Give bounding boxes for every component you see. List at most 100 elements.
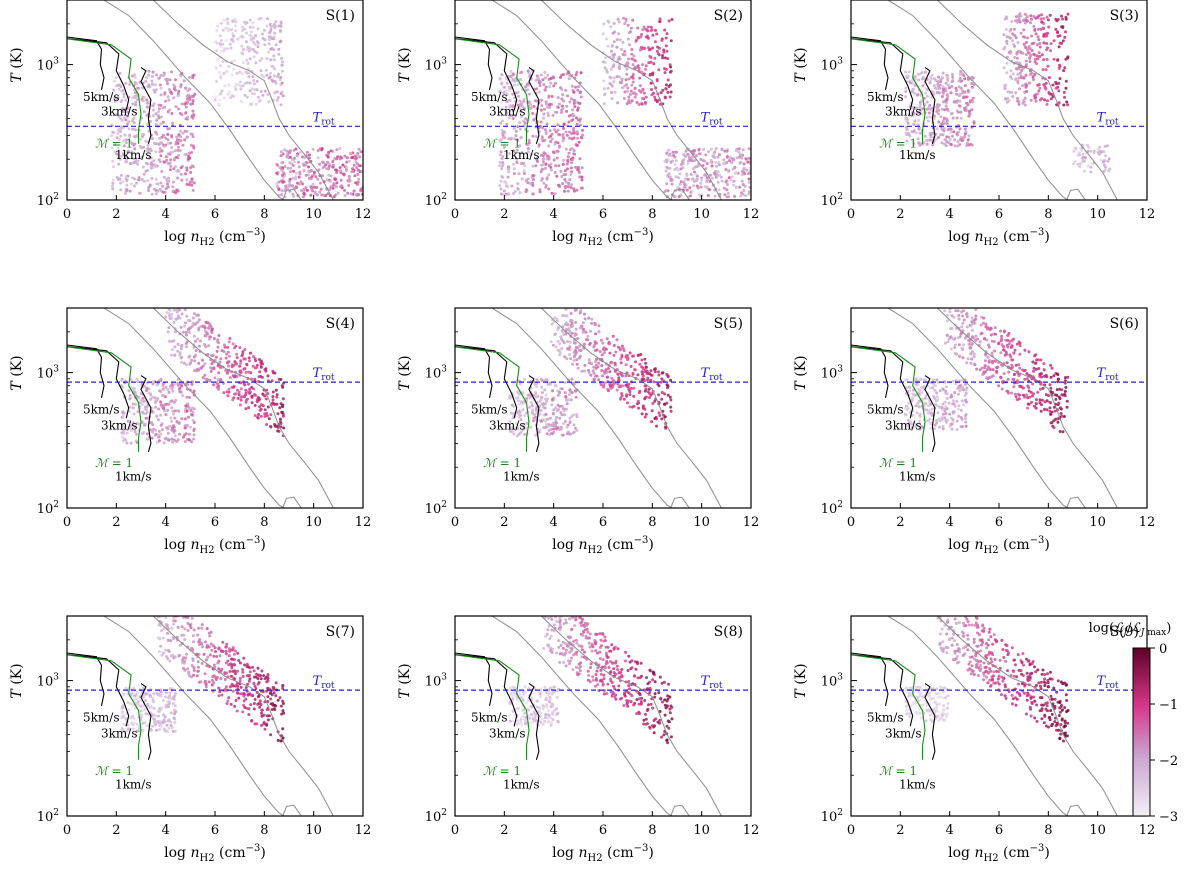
scatter-points <box>903 308 1070 434</box>
label-mach: ℳ = 1 <box>879 764 917 778</box>
velocity-curve-3 <box>455 37 518 111</box>
x-tick-label: 2 <box>896 823 904 838</box>
x-tick-label: 6 <box>995 207 1003 222</box>
trot-label: Trot <box>313 674 335 691</box>
boundary-curve-2 <box>936 0 1118 200</box>
velocity-curve-3 <box>851 653 914 727</box>
label-5kms: 5km/s <box>867 90 904 104</box>
velocity-curve-3 <box>455 345 518 419</box>
trot-label: Trot <box>1097 366 1119 383</box>
label-mach: ℳ = 1 <box>95 456 133 470</box>
x-tick-label: 12 <box>743 515 760 530</box>
x-tick-label: 10 <box>693 823 710 838</box>
x-tick-label: 10 <box>693 515 710 530</box>
velocity-curve-3 <box>455 653 518 727</box>
x-tick-label: 4 <box>162 515 170 530</box>
panel-title: S(9) <box>1110 624 1139 640</box>
plot-area <box>67 616 363 816</box>
label-3kms: 3km/s <box>885 105 922 119</box>
x-tick-label: 10 <box>693 207 710 222</box>
plot-area <box>455 616 751 816</box>
boundary-curve-2 <box>152 308 334 508</box>
scatter-points <box>508 616 674 745</box>
velocity-curve-5 <box>67 652 105 707</box>
boundary-curve-2 <box>936 308 1118 508</box>
trot-label: Trot <box>1097 674 1119 691</box>
label-3kms: 3km/s <box>101 726 138 740</box>
panel-title: S(6) <box>1110 316 1139 332</box>
x-tick-label: 0 <box>847 823 855 838</box>
x-tick-label: 0 <box>63 207 71 222</box>
x-tick-label: 12 <box>1139 515 1156 530</box>
label-1kms: 1km/s <box>115 469 152 483</box>
x-tick-label: 4 <box>946 823 954 838</box>
label-3kms: 3km/s <box>101 105 138 119</box>
x-tick-label: 4 <box>550 823 558 838</box>
velocity-curve-5 <box>455 652 493 707</box>
x-tick-label: 6 <box>995 515 1003 530</box>
x-tick-label: 0 <box>451 515 459 530</box>
plot-area <box>851 308 1147 508</box>
panel-7: 0 2 4 6 8 10 12 102 103 log nH2 (cm−3) T (K) S(7) Tr… <box>9 615 372 864</box>
velocity-curve-5 <box>67 36 105 91</box>
x-axis-label: log nH2 (cm−3) <box>552 535 654 556</box>
label-5kms: 5km/s <box>867 710 904 724</box>
y-axis-label: T (K) <box>397 663 413 698</box>
label-5kms: 5km/s <box>471 710 508 724</box>
x-tick-label: 8 <box>1044 515 1052 530</box>
label-5kms: 5km/s <box>83 90 120 104</box>
x-tick-label: 12 <box>1139 823 1156 838</box>
y-tick-label: 103 <box>37 673 60 690</box>
panel-title: S(5) <box>714 316 743 332</box>
plot-area <box>67 308 363 508</box>
label-mach: ℳ = 1 <box>879 456 917 470</box>
x-tick-label: 12 <box>743 207 760 222</box>
y-tick-label: 103 <box>821 673 844 690</box>
x-tick-label: 8 <box>1044 823 1052 838</box>
x-tick-label: 2 <box>500 823 508 838</box>
x-tick-label: 12 <box>355 823 372 838</box>
x-tick-label: 8 <box>260 823 268 838</box>
colorbar-tick-label: −2 <box>1159 754 1178 769</box>
boundary-curve-2 <box>540 308 722 508</box>
scatter-points <box>498 16 751 199</box>
y-tick-label: 102 <box>821 808 843 825</box>
velocity-curve-1 <box>924 683 936 760</box>
x-tick-label: 10 <box>1089 823 1106 838</box>
scatter-points <box>904 616 1070 743</box>
boundary-curve-2 <box>540 616 722 816</box>
y-tick-label: 102 <box>425 192 447 209</box>
boundary-curve-2 <box>152 0 334 200</box>
x-tick-label: 6 <box>599 207 607 222</box>
label-1kms: 1km/s <box>899 148 936 162</box>
panel-2: 0 2 4 6 8 10 12 102 103 log nH2 (cm−3) T (K) S(2) Tr… <box>397 0 759 248</box>
y-tick-label: 103 <box>37 365 60 382</box>
plot-area <box>851 616 1147 816</box>
mach-curve <box>455 38 530 144</box>
x-tick-label: 4 <box>162 207 170 222</box>
trot-label: Trot <box>313 366 335 383</box>
y-tick-label: 103 <box>425 673 448 690</box>
label-5kms: 5km/s <box>83 402 120 416</box>
label-5kms: 5km/s <box>83 710 120 724</box>
y-axis-label: T (K) <box>9 663 25 698</box>
mach-curve <box>851 654 926 760</box>
boundary-arc <box>1066 496 1086 508</box>
plot-area <box>455 0 751 200</box>
velocity-curve-1 <box>140 67 152 144</box>
label-5kms: 5km/s <box>867 402 904 416</box>
x-tick-label: 4 <box>162 823 170 838</box>
label-1kms: 1km/s <box>503 469 540 483</box>
boundary-arc <box>282 804 302 816</box>
x-tick-label: 6 <box>211 207 219 222</box>
x-tick-label: 12 <box>743 823 760 838</box>
velocity-curve-5 <box>851 36 889 91</box>
x-tick-label: 6 <box>599 515 607 530</box>
y-axis-label: T (K) <box>397 355 413 390</box>
label-3kms: 3km/s <box>885 726 922 740</box>
label-3kms: 3km/s <box>489 105 526 119</box>
y-tick-label: 103 <box>425 57 448 74</box>
velocity-curve-1 <box>924 67 936 144</box>
colorbar-gradient <box>1132 647 1151 817</box>
y-axis-label: T (K) <box>793 355 809 390</box>
